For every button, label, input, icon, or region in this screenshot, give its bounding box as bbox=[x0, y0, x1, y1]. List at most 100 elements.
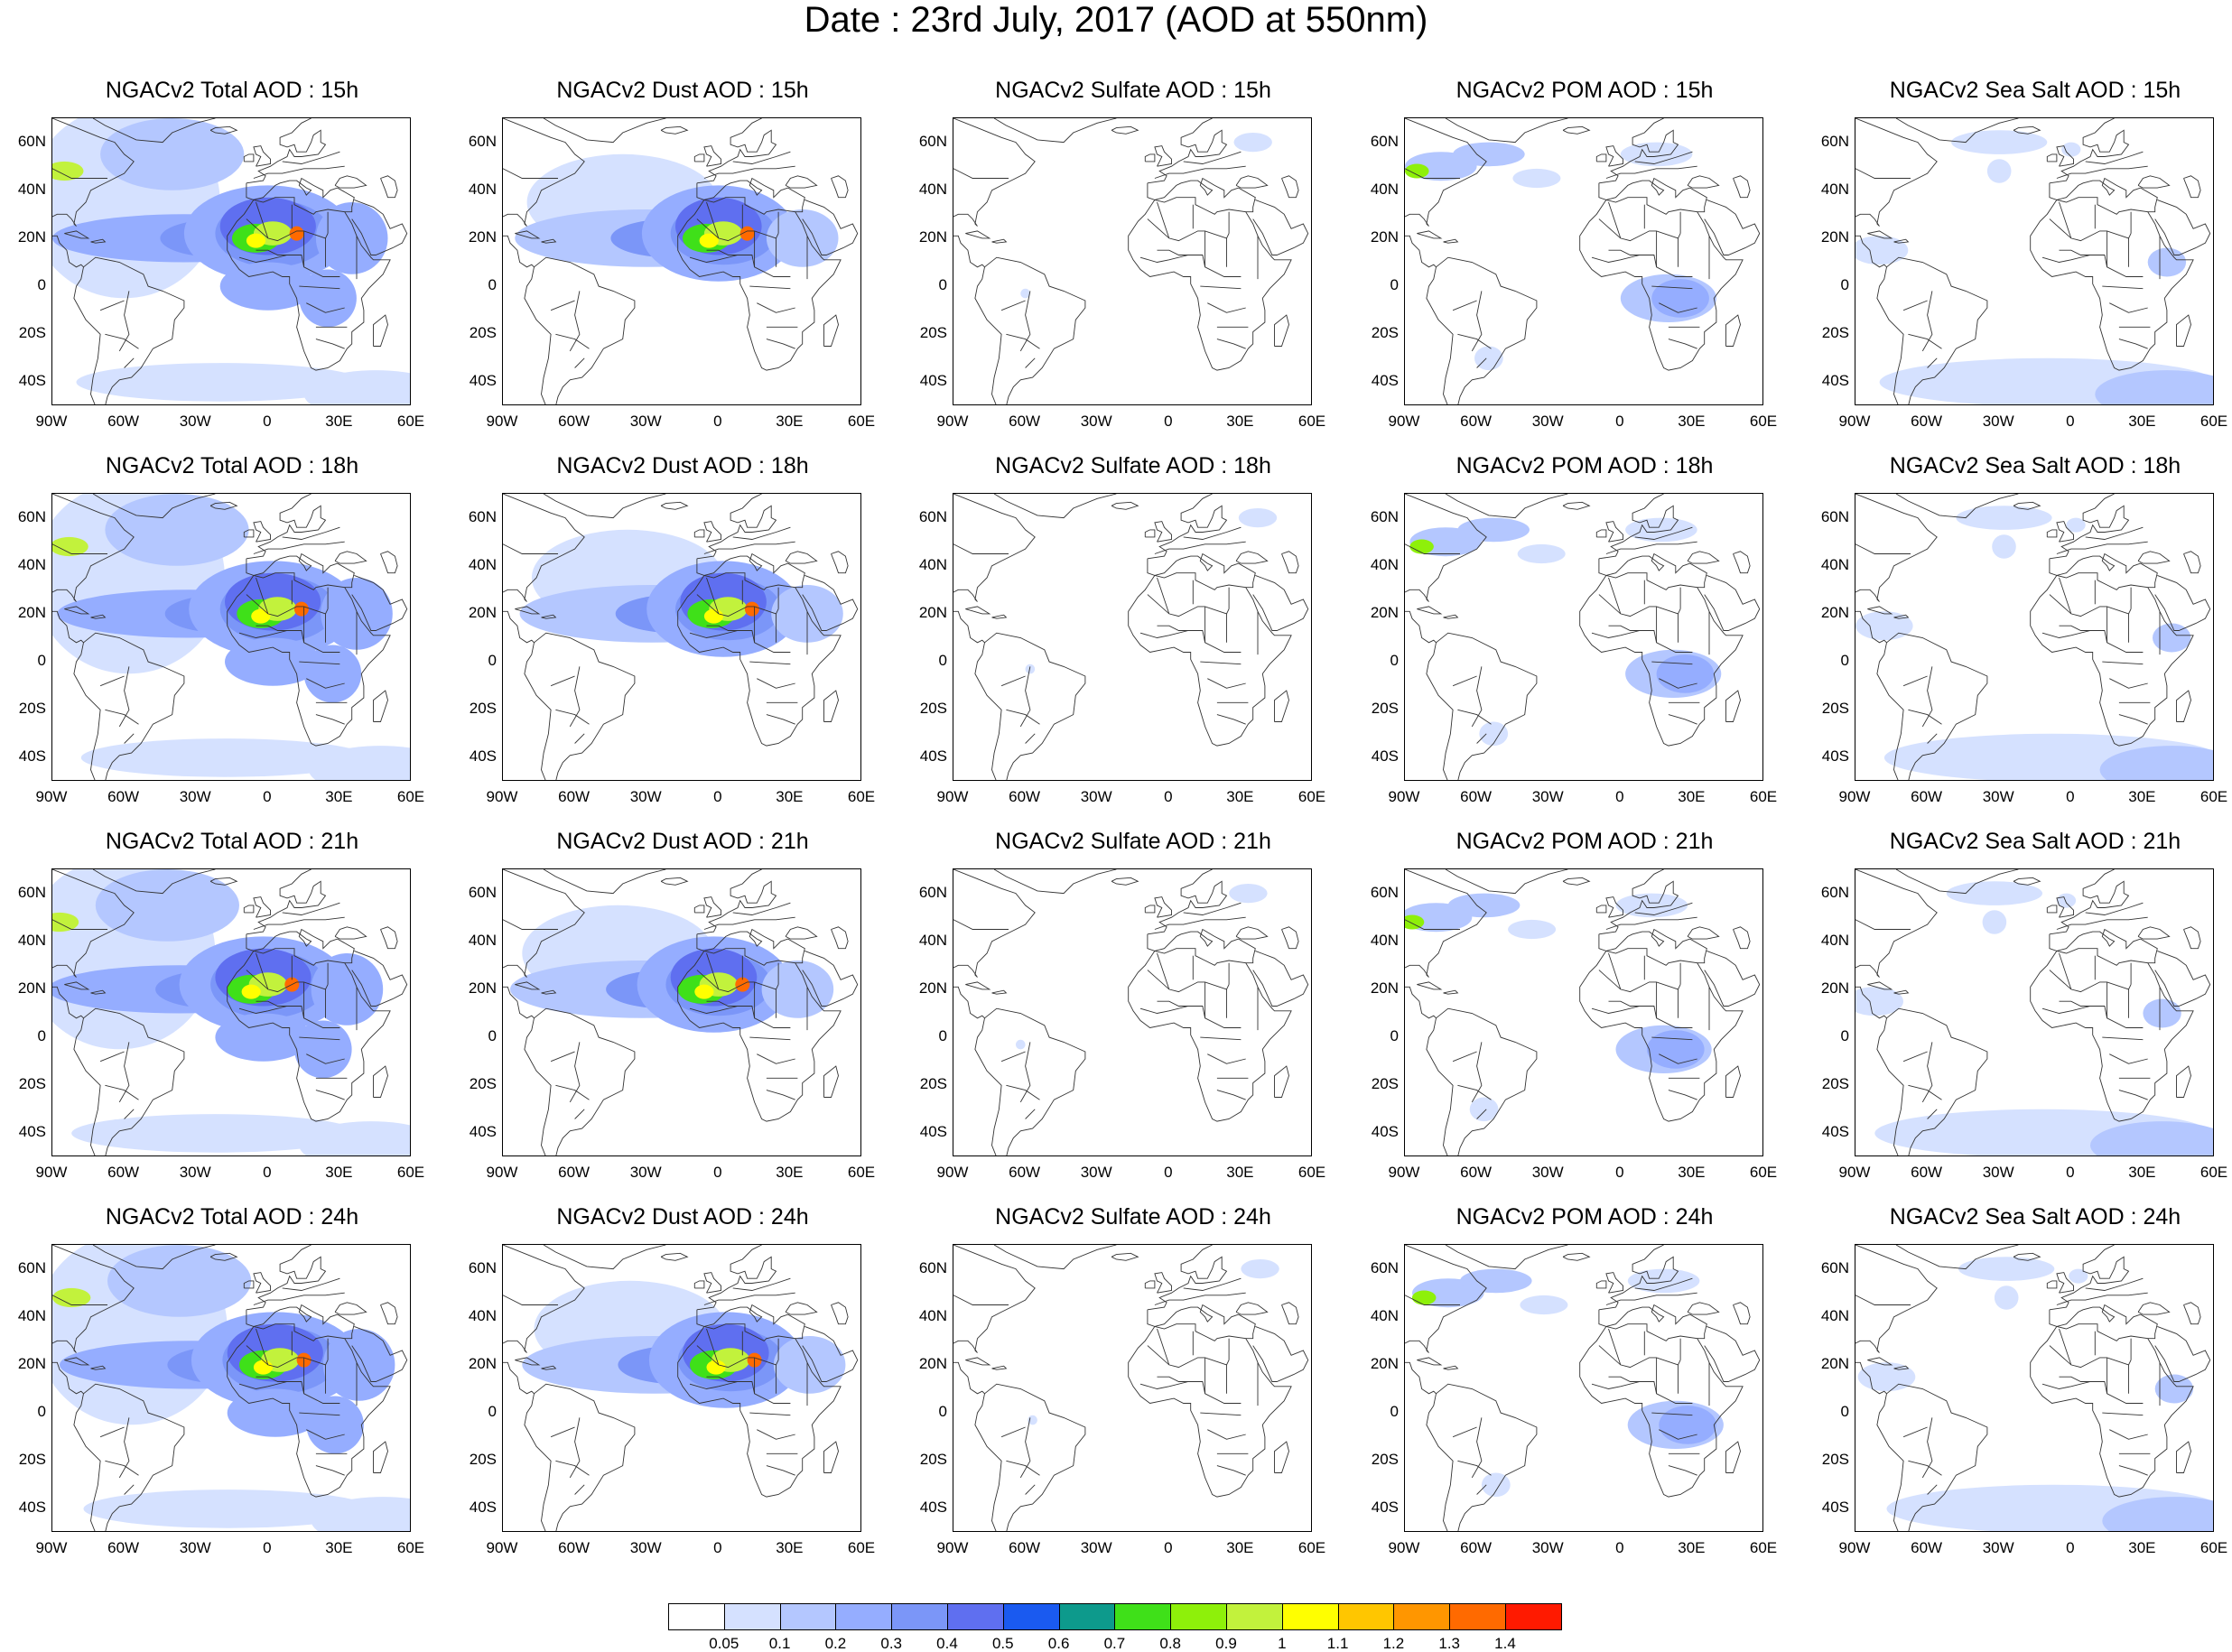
country-border bbox=[124, 357, 135, 368]
lon-tick-label: 90W bbox=[35, 413, 68, 430]
coastline-britain bbox=[2056, 1272, 2074, 1294]
coastline-caspian bbox=[1281, 926, 1299, 950]
country-border bbox=[118, 666, 130, 728]
lat-tick-label: 60N bbox=[1820, 507, 1849, 525]
coastline-africa bbox=[677, 197, 842, 371]
colorbar-swatch bbox=[1281, 1603, 1339, 1630]
country-border bbox=[1452, 1051, 1477, 1063]
lat-tick-label: 20N bbox=[1820, 1354, 1849, 1372]
coastline-madagascar bbox=[373, 690, 388, 722]
coastline-centralAmerica bbox=[1855, 235, 1887, 268]
lat-tick-label: 0 bbox=[488, 1027, 497, 1045]
country-border bbox=[953, 1295, 1009, 1305]
country-border bbox=[732, 151, 791, 164]
map-canvas bbox=[1855, 1245, 2213, 1531]
coastline-northAmerica bbox=[503, 494, 585, 602]
aod-plume bbox=[1469, 1097, 1499, 1122]
country-border bbox=[99, 300, 125, 311]
coastline-centralAmerica bbox=[1855, 610, 1887, 644]
coastline-europeNorth bbox=[1598, 869, 1679, 935]
country-border bbox=[124, 1484, 135, 1495]
coastline-africa bbox=[677, 572, 842, 747]
country-border bbox=[757, 1429, 795, 1440]
country-border bbox=[1457, 1460, 1492, 1476]
country-border bbox=[574, 1109, 585, 1119]
lat-tick-label: 20S bbox=[1821, 1451, 1849, 1469]
coastline-europe bbox=[1598, 1304, 1707, 1340]
country-border bbox=[2049, 594, 2132, 617]
map-canvas bbox=[1405, 869, 1761, 1155]
lon-tick-label: 0 bbox=[2066, 1164, 2075, 1181]
lon-tick-label: 0 bbox=[1615, 1539, 1624, 1556]
coastline-arabia bbox=[351, 950, 408, 1007]
coastline-cuba bbox=[1417, 981, 1443, 990]
lat-tick-label: 20N bbox=[1820, 227, 1849, 246]
aod-plume bbox=[1517, 543, 1566, 564]
country-border bbox=[105, 333, 139, 349]
country-border bbox=[1651, 661, 1693, 665]
coastline-iceland bbox=[1111, 877, 1139, 886]
lon-tick-label: 60E bbox=[1297, 1164, 1326, 1181]
coastline-blackSea bbox=[1235, 551, 1269, 564]
aod-plume bbox=[251, 608, 271, 624]
aod-plume bbox=[95, 869, 239, 942]
country-border bbox=[2041, 255, 2091, 263]
country-border bbox=[1452, 675, 1477, 687]
coastline-britain bbox=[253, 1272, 271, 1294]
lat-tick-label: 60N bbox=[918, 883, 947, 901]
country-border bbox=[1651, 1412, 1693, 1416]
coastline-cuba bbox=[1417, 606, 1443, 615]
lon-tick-label: 60W bbox=[107, 413, 140, 430]
lon-tick-label: 30W bbox=[629, 1539, 662, 1556]
lat-tick-label: 0 bbox=[938, 1403, 947, 1421]
colorbar-label: 1.1 bbox=[1326, 1635, 1349, 1652]
lon-tick-label: 30W bbox=[629, 413, 662, 430]
coastline-europeNorth bbox=[1147, 118, 1228, 184]
lon-tick-label: 60E bbox=[1297, 1539, 1326, 1556]
country-border bbox=[1471, 666, 1483, 728]
lat-tick-label: 20N bbox=[468, 979, 497, 997]
aod-plume bbox=[1520, 1295, 1568, 1315]
lat-tick-label: 60N bbox=[918, 507, 947, 525]
colorbar-swatch bbox=[1058, 1603, 1116, 1630]
aod-plume bbox=[1956, 506, 2052, 530]
country-border bbox=[569, 1042, 581, 1103]
country-border bbox=[2118, 1090, 2148, 1100]
coastline-hispaniola bbox=[541, 238, 557, 244]
lat-tick-label: 0 bbox=[1390, 1403, 1399, 1421]
aod-plume bbox=[294, 1020, 352, 1079]
country-border bbox=[99, 675, 125, 687]
country-border bbox=[256, 1328, 269, 1366]
country-border bbox=[2059, 577, 2072, 615]
lat-tick-label: 60N bbox=[17, 132, 46, 150]
lat-tick-label: 20N bbox=[918, 603, 947, 621]
country-border bbox=[282, 1277, 340, 1291]
map-canvas bbox=[1855, 494, 2213, 780]
lat-tick-label: 20S bbox=[469, 1075, 497, 1093]
lon-tick-label: 60E bbox=[847, 413, 876, 430]
coastline-hispaniola bbox=[541, 1365, 557, 1370]
map-frame bbox=[1855, 1244, 2214, 1532]
coastline-arabia bbox=[1704, 199, 1761, 255]
country-border bbox=[315, 1465, 345, 1476]
aod-plume bbox=[253, 1360, 274, 1375]
aod-plume bbox=[219, 262, 316, 311]
country-border bbox=[1476, 357, 1487, 368]
country-border bbox=[1216, 1465, 1246, 1476]
aod-plume bbox=[105, 494, 249, 566]
aod-plume bbox=[761, 961, 834, 1018]
panel-title: NGACv2 Dust AOD : 15h bbox=[556, 78, 809, 103]
lon-tick-label: 90W bbox=[486, 788, 518, 805]
country-border bbox=[2056, 916, 2148, 930]
coastline-ireland bbox=[1144, 153, 1156, 162]
coastline-iceland bbox=[2013, 501, 2041, 510]
aod-plume bbox=[2095, 370, 2213, 404]
coastline-europe bbox=[696, 928, 805, 964]
country-border bbox=[2059, 249, 2144, 277]
lat-tick-label: 20N bbox=[918, 979, 947, 997]
country-border bbox=[732, 526, 791, 540]
lat-tick-label: 20S bbox=[469, 324, 497, 342]
lat-tick-label: 0 bbox=[1390, 276, 1399, 294]
colorbar-label: 0.9 bbox=[1215, 1635, 1237, 1652]
coastline-iceland bbox=[1111, 125, 1139, 135]
